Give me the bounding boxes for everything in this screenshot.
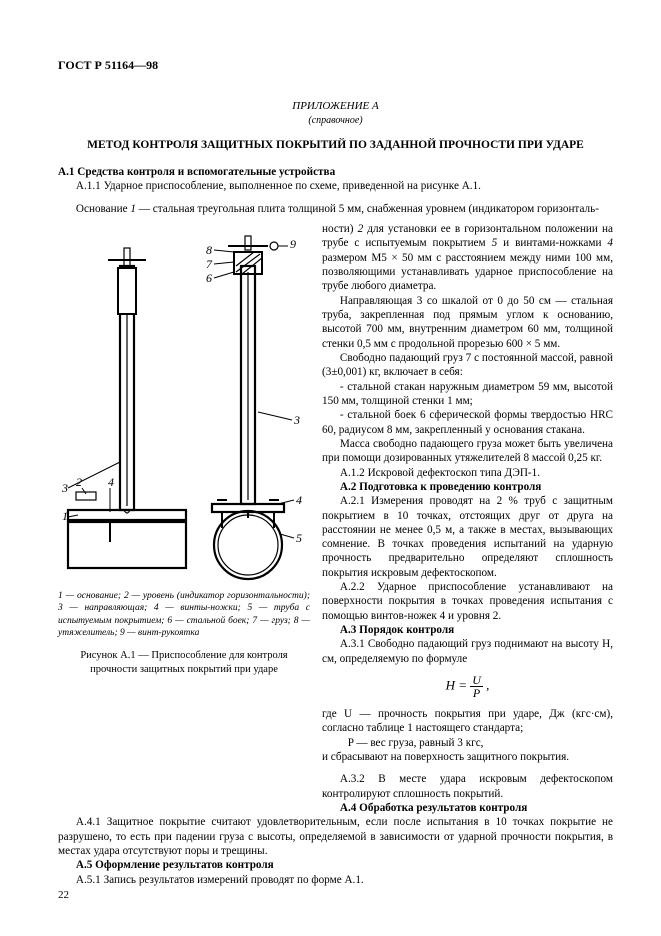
a41: А.4.1 Защитное покрытие считают удовлетв… (58, 815, 613, 858)
appendix-sub: (справочное) (58, 115, 613, 128)
a11-text: А.1.1 Ударное приспособление, выполненно… (58, 179, 613, 193)
a5-heading: А.5 Оформление результатов контроля (58, 858, 613, 872)
callout-6: 6 (206, 271, 212, 285)
p-weight-a: - стальной стакан наружным диаметром 59 … (322, 380, 613, 409)
where-drop: и сбрасывают на поверхность защитного по… (322, 750, 613, 764)
p-weight-b: - стальной боек 6 сферической формы твер… (322, 408, 613, 437)
where-p: P — вес груза, равный 3 кгс, (322, 736, 613, 750)
base-sentence-cont: ности) 2 для установки ее в горизонтальн… (322, 222, 613, 294)
a22: А.2.2 Ударное приспособление устанавлива… (322, 580, 613, 623)
callout-4l: 4 (108, 475, 114, 489)
p-weight: Свободно падающий груз 7 с постоянной ма… (322, 351, 613, 380)
p-mass: Масса свободно падающего груза может быт… (322, 437, 613, 466)
a12: А.1.2 Искровой дефектоскоп типа ДЭП-1. (322, 466, 613, 480)
figure-caption: Рисунок А.1 — Приспособление для контрол… (58, 649, 310, 676)
a4-heading: А.4 Обработка результатов контроля (322, 801, 613, 815)
figure-a1: 1 2 3 4 3 4 5 (58, 222, 310, 582)
callout-4r: 4 (296, 493, 302, 507)
callout-7: 7 (206, 257, 213, 271)
callout-1: 1 (62, 509, 68, 523)
left-column: 1 2 3 4 3 4 5 (58, 222, 310, 677)
main-title: МЕТОД КОНТРОЛЯ ЗАЩИТНЫХ ПОКРЫТИЙ ПО ЗАДА… (58, 138, 613, 153)
page-number: 22 (58, 888, 69, 902)
callout-9: 9 (290, 237, 296, 251)
a3-heading: А.3 Порядок контроля (322, 623, 613, 637)
base-firstline: Основание 1 — стальная треугольная плита… (76, 203, 599, 215)
a2-heading: А.2 Подготовка к проведению контроля (322, 480, 613, 494)
figure-svg: 1 2 3 4 3 4 5 (58, 222, 310, 582)
callout-3l: 3 (61, 481, 68, 495)
a21: А.2.1 Измерения проводят на 2 % труб с з… (322, 494, 613, 580)
callout-3r: 3 (293, 413, 300, 427)
a32: А.3.2 В месте удара искровым дефектоскоп… (322, 772, 613, 801)
base-sentence-start: Основание 1 — стальная треугольная плита… (58, 202, 613, 216)
a1-heading: А.1 Средства контроля и вспомогательные … (58, 165, 613, 179)
right-column: ности) 2 для установки ее в горизонтальн… (322, 222, 613, 815)
where-u: где U — прочность покрытия при ударе, Дж… (322, 707, 613, 736)
formula: H = UP , (322, 674, 613, 699)
p-guide: Направляющая 3 со шкалой от 0 до 50 см —… (322, 294, 613, 351)
figure-labels: 1 — основание; 2 — уровень (индикатор го… (58, 590, 310, 639)
standard-code: ГОСТ Р 51164—98 (58, 58, 613, 73)
a51: А.5.1 Запись результатов измерений прово… (58, 873, 613, 887)
callout-5: 5 (296, 531, 302, 545)
a31: А.3.1 Свободно падающий груз поднимают н… (322, 637, 613, 666)
callout-8: 8 (206, 243, 212, 257)
appendix-title: ПРИЛОЖЕНИЕ А (58, 99, 613, 113)
